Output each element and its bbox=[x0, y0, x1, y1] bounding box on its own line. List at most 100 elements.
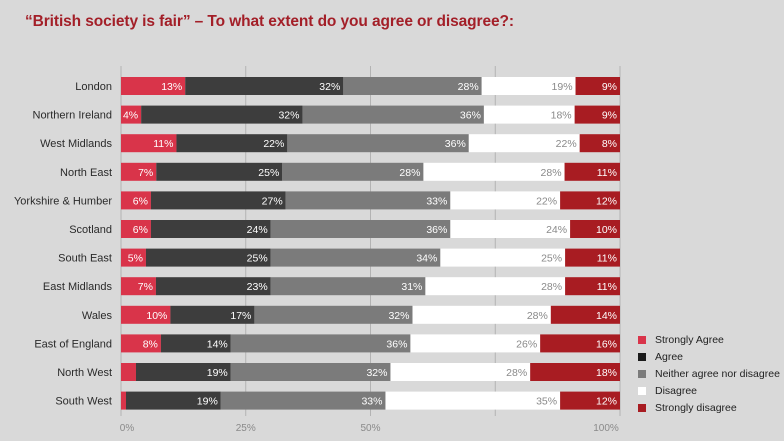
bar-segment bbox=[282, 162, 424, 181]
category-label: South East bbox=[58, 253, 112, 265]
data-label: 11% bbox=[597, 281, 617, 293]
bar-segment bbox=[565, 277, 620, 296]
data-label: 28% bbox=[399, 167, 420, 179]
data-label: 33% bbox=[426, 195, 447, 207]
bar-segment bbox=[574, 105, 620, 124]
legend-item-agree: Agree bbox=[638, 348, 780, 365]
legend-label: Strongly disagree bbox=[655, 401, 737, 414]
bar-segment bbox=[270, 277, 426, 296]
data-label: 8% bbox=[143, 338, 158, 350]
data-label: 14% bbox=[207, 338, 228, 350]
legend-swatch bbox=[638, 369, 646, 378]
data-label: 19% bbox=[207, 367, 228, 379]
data-label: 25% bbox=[541, 253, 562, 265]
legend-item-neither: Neither agree nor disagree bbox=[638, 365, 780, 382]
data-label: 5% bbox=[128, 253, 143, 265]
category-label: North East bbox=[60, 167, 112, 179]
bar-segment bbox=[150, 220, 271, 238]
bar-segment bbox=[121, 162, 157, 181]
data-label: 11% bbox=[597, 253, 617, 265]
bar-segment bbox=[483, 105, 575, 124]
bar-segment bbox=[560, 191, 620, 210]
bar-segment bbox=[150, 191, 286, 210]
category-label: Northern Ireland bbox=[33, 110, 113, 122]
category-label: North West bbox=[57, 367, 112, 379]
data-label: 6% bbox=[133, 195, 148, 207]
bar-segment bbox=[125, 391, 221, 410]
data-label: 9% bbox=[602, 110, 617, 122]
data-label: 4% bbox=[123, 110, 138, 122]
data-label: 35% bbox=[536, 396, 557, 408]
bar-segment bbox=[254, 305, 413, 324]
data-label: 33% bbox=[361, 396, 382, 408]
legend-item-strongly-agree: Strongly Agree bbox=[638, 331, 780, 348]
bar-segment bbox=[121, 134, 177, 153]
legend-label: Agree bbox=[655, 350, 684, 363]
x-tick-label: 100% bbox=[593, 423, 619, 434]
data-label: 13% bbox=[161, 81, 182, 93]
bar-segment bbox=[270, 220, 451, 238]
data-label: 25% bbox=[247, 253, 268, 265]
data-label: 8% bbox=[602, 138, 617, 150]
bar-segment bbox=[540, 334, 620, 353]
data-label: 25% bbox=[258, 167, 279, 179]
bar-segment bbox=[560, 391, 620, 410]
bar-segment bbox=[270, 248, 441, 267]
bar-segment bbox=[141, 105, 303, 124]
data-label: 28% bbox=[527, 310, 548, 322]
data-label: 10% bbox=[596, 224, 617, 236]
bar-segment bbox=[450, 220, 571, 238]
data-label: 36% bbox=[426, 224, 447, 236]
data-label: 10% bbox=[146, 310, 167, 322]
bar-segment bbox=[302, 105, 484, 124]
bar-segment bbox=[579, 134, 620, 153]
bar-segment bbox=[565, 248, 620, 267]
legend-swatch bbox=[638, 352, 646, 361]
data-label: 12% bbox=[596, 195, 617, 207]
data-label: 31% bbox=[401, 281, 422, 293]
data-label: 16% bbox=[596, 338, 617, 350]
bar-segment bbox=[170, 305, 255, 324]
legend-label: Disagree bbox=[655, 384, 698, 397]
bar-segment bbox=[390, 363, 531, 381]
bar-segment bbox=[121, 248, 146, 267]
data-label: 32% bbox=[319, 81, 340, 93]
bar-segment bbox=[425, 277, 566, 296]
legend-swatch bbox=[638, 335, 646, 344]
data-label: 22% bbox=[536, 195, 557, 207]
category-label: East Midlands bbox=[43, 281, 113, 293]
category-label: Wales bbox=[82, 310, 113, 322]
data-label: 24% bbox=[247, 224, 268, 236]
data-label: 32% bbox=[388, 310, 409, 322]
category-label: London bbox=[75, 81, 112, 93]
data-label: 6% bbox=[133, 224, 148, 236]
category-label: South West bbox=[55, 396, 112, 408]
bar-segment bbox=[287, 134, 469, 153]
bar-segment bbox=[385, 391, 561, 410]
legend: Strongly Agree Agree Neither agree nor d… bbox=[638, 331, 780, 416]
x-tick-label: 50% bbox=[360, 423, 380, 434]
data-label: 14% bbox=[596, 310, 617, 322]
category-label: Yorkshire & Humber bbox=[14, 195, 112, 207]
data-label: 12% bbox=[596, 396, 617, 408]
data-label: 36% bbox=[460, 110, 481, 122]
bar-segment bbox=[570, 220, 620, 238]
data-label: 22% bbox=[263, 138, 284, 150]
bar-segment bbox=[230, 363, 391, 381]
data-label: 28% bbox=[541, 167, 562, 179]
data-label: 28% bbox=[506, 367, 527, 379]
data-label: 32% bbox=[278, 110, 299, 122]
legend-label: Strongly Agree bbox=[655, 333, 724, 346]
bar-segment bbox=[156, 162, 283, 181]
data-label: 11% bbox=[597, 167, 617, 179]
bar-segment bbox=[423, 162, 565, 181]
data-label: 19% bbox=[552, 81, 573, 93]
data-label: 26% bbox=[516, 338, 537, 350]
data-label: 7% bbox=[138, 281, 153, 293]
data-label: 9% bbox=[602, 81, 617, 93]
category-label: Scotland bbox=[69, 224, 112, 236]
bar-segment bbox=[155, 277, 271, 296]
legend-item-strongly-disagree: Strongly disagree bbox=[638, 399, 780, 416]
data-label: 28% bbox=[458, 81, 479, 93]
